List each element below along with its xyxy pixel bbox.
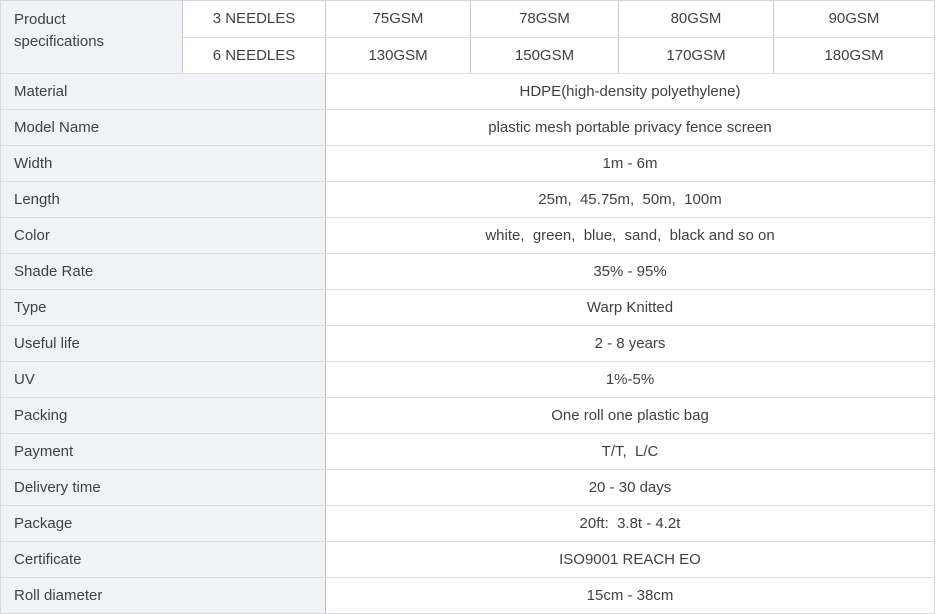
spec-label: Payment (1, 434, 326, 469)
spec-row-length: Length 25m, 45.75m, 50m, 100m (1, 182, 934, 218)
spec-row-package: Package 20ft: 3.8t - 4.2t (1, 506, 934, 542)
spec-label: Color (1, 218, 326, 253)
needles-cell: 6 NEEDLES (183, 37, 326, 73)
gsm-cell: 170GSM (619, 37, 774, 73)
spec-row-useful-life: Useful life 2 - 8 years (1, 326, 934, 362)
spec-value: ISO9001 REACH EO (326, 542, 934, 577)
spec-value: One roll one plastic bag (326, 398, 934, 433)
gsm-cell: 150GSM (471, 37, 619, 73)
spec-value: 35% - 95% (326, 254, 934, 289)
spec-row-width: Width 1m - 6m (1, 146, 934, 182)
gsm-cell: 180GSM (774, 37, 934, 73)
spec-value: 15cm - 38cm (326, 578, 934, 613)
spec-label: Useful life (1, 326, 326, 361)
spec-value: T/T, L/C (326, 434, 934, 469)
needles-cell: 3 NEEDLES (183, 1, 326, 37)
spec-row-model-name: Model Name plastic mesh portable privacy… (1, 110, 934, 146)
spec-value: 2 - 8 years (326, 326, 934, 361)
spec-value: plastic mesh portable privacy fence scre… (326, 110, 934, 145)
spec-label: Length (1, 182, 326, 217)
gsm-cell: 80GSM (619, 1, 774, 37)
spec-label: Width (1, 146, 326, 181)
spec-row-packing: Packing One roll one plastic bag (1, 398, 934, 434)
spec-value: Warp Knitted (326, 290, 934, 325)
spec-label: UV (1, 362, 326, 397)
spec-label: Material (1, 74, 326, 109)
header-title-cell: Product specifications (1, 1, 183, 73)
spec-row-certificate: Certificate ISO9001 REACH EO (1, 542, 934, 578)
spec-row-type: Type Warp Knitted (1, 290, 934, 326)
spec-value: 1%-5% (326, 362, 934, 397)
header-grid: 3 NEEDLES 75GSM 78GSM 80GSM 90GSM 6 NEED… (183, 1, 934, 73)
spec-table-body: Material HDPE(high-density polyethylene)… (1, 74, 934, 613)
spec-label: Packing (1, 398, 326, 433)
gsm-cell: 75GSM (326, 1, 471, 37)
spec-row-delivery-time: Delivery time 20 - 30 days (1, 470, 934, 506)
spec-value: 1m - 6m (326, 146, 934, 181)
gsm-cell: 78GSM (471, 1, 619, 37)
spec-label: Shade Rate (1, 254, 326, 289)
spec-row-uv: UV 1%-5% (1, 362, 934, 398)
spec-row-payment: Payment T/T, L/C (1, 434, 934, 470)
gsm-cell: 90GSM (774, 1, 934, 37)
spec-value: 20ft: 3.8t - 4.2t (326, 506, 934, 541)
spec-label: Package (1, 506, 326, 541)
header-row-6-needles: 6 NEEDLES 130GSM 150GSM 170GSM 180GSM (183, 37, 934, 73)
spec-label: Certificate (1, 542, 326, 577)
spec-label: Model Name (1, 110, 326, 145)
spec-label: Delivery time (1, 470, 326, 505)
spec-value: HDPE(high-density polyethylene) (326, 74, 934, 109)
spec-label: Type (1, 290, 326, 325)
spec-row-shade-rate: Shade Rate 35% - 95% (1, 254, 934, 290)
header-title: Product specifications (14, 11, 105, 50)
spec-row-color: Color white, green, blue, sand, black an… (1, 218, 934, 254)
gsm-cell: 130GSM (326, 37, 471, 73)
spec-value: 25m, 45.75m, 50m, 100m (326, 182, 934, 217)
spec-row-roll-diameter: Roll diameter 15cm - 38cm (1, 578, 934, 613)
spec-table-header: Product specifications 3 NEEDLES 75GSM 7… (1, 1, 934, 74)
spec-label: Roll diameter (1, 578, 326, 613)
spec-value: 20 - 30 days (326, 470, 934, 505)
spec-value: white, green, blue, sand, black and so o… (326, 218, 934, 253)
header-row-3-needles: 3 NEEDLES 75GSM 78GSM 80GSM 90GSM (183, 1, 934, 38)
spec-row-material: Material HDPE(high-density polyethylene) (1, 74, 934, 110)
